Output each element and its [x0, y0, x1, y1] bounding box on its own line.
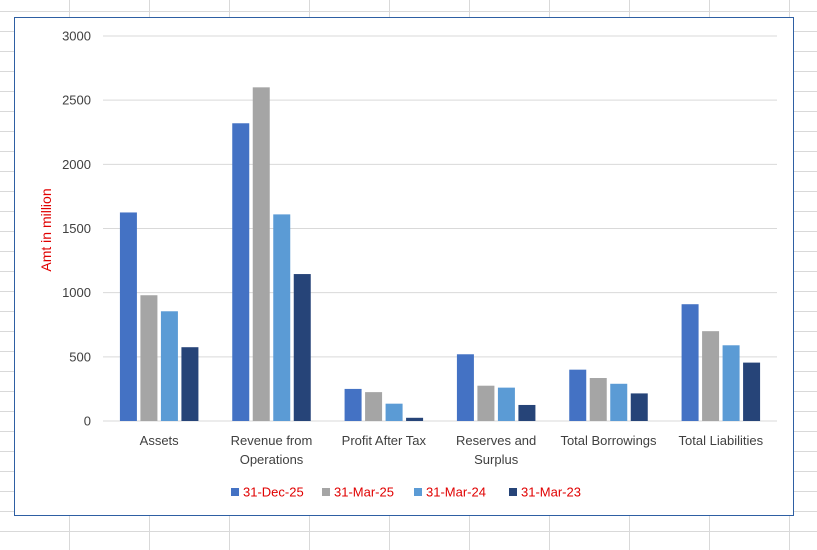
x-category-label: Profit After Tax [342, 433, 427, 448]
y-tick-label: 2500 [62, 93, 91, 108]
legend-swatch [414, 488, 422, 496]
y-tick-label: 3000 [62, 29, 91, 44]
chart-frame: 0 500 1000 1500 2000 2500 3000 Assets Revenue f… [14, 17, 794, 516]
legend-item-31-mar-24[interactable]: 31-Mar-24 [414, 485, 486, 500]
legend-item-31-mar-23[interactable]: 31-Mar-23 [509, 485, 581, 500]
y-tick-label: 0 [84, 414, 91, 429]
bar-31-dec-25-1 [232, 123, 250, 422]
x-category-label: Surplus [474, 452, 519, 467]
legend-item-31-mar-25[interactable]: 31-Mar-25 [322, 485, 394, 500]
y-axis-ticks: 0 500 1000 1500 2000 2500 3000 [62, 29, 91, 429]
x-category-label: Total Borrowings [560, 433, 657, 448]
bar-31-mar-24-1 [273, 214, 291, 421]
x-axis-labels: Assets Revenue from Operations Profit After… [140, 433, 764, 467]
bar-31-mar-25-3 [477, 385, 495, 421]
bar-31-mar-25-1 [252, 87, 270, 421]
bar-31-mar-24-2 [385, 403, 403, 421]
bar-31-dec-25-5 [681, 304, 699, 421]
bar-31-mar-24-0 [160, 311, 178, 421]
legend-item-31-dec-25[interactable]: 31-Dec-25 [231, 485, 304, 500]
x-category-label: Operations [240, 452, 304, 467]
bar-31-mar-23-0 [181, 347, 199, 421]
legend[interactable]: 31-Dec-25 31-Mar-25 31-Mar-24 31-Mar-23 [231, 485, 581, 500]
bar-31-mar-24-5 [722, 345, 740, 421]
bar-31-dec-25-0 [119, 212, 137, 421]
bar-31-mar-23-2 [406, 417, 424, 421]
grid-layer [103, 35, 777, 422]
bar-31-mar-25-2 [365, 392, 383, 421]
bar-31-mar-24-3 [497, 387, 515, 421]
y-tick-label: 2000 [62, 157, 91, 172]
bar-31-dec-25-2 [344, 388, 362, 421]
x-category-label: Reserves and [456, 433, 536, 448]
bar-31-mar-23-4 [630, 393, 648, 421]
legend-swatch [231, 488, 239, 496]
bars [119, 87, 761, 422]
bar-31-mar-25-4 [589, 378, 607, 421]
bar-31-mar-23-1 [293, 274, 311, 421]
bar-31-dec-25-4 [569, 369, 587, 421]
y-tick-label: 1500 [62, 221, 91, 236]
y-tick-label: 500 [69, 349, 91, 364]
y-tick-label: 1000 [62, 285, 91, 300]
legend-label: 31-Mar-23 [521, 485, 581, 500]
legend-label: 31-Mar-25 [334, 485, 394, 500]
legend-swatch [509, 488, 517, 496]
bar-chart: 0 500 1000 1500 2000 2500 3000 Assets Revenue f… [38, 29, 777, 500]
x-category-label: Assets [140, 433, 180, 448]
legend-label: 31-Mar-24 [426, 485, 486, 500]
bar-31-mar-25-0 [140, 295, 158, 421]
x-category-label: Total Liabilities [679, 433, 764, 448]
legend-swatch [322, 488, 330, 496]
y-axis-title: Amt in million [38, 188, 54, 271]
bar-31-dec-25-3 [456, 354, 474, 421]
bar-31-mar-24-4 [610, 383, 628, 421]
bar-31-mar-23-5 [743, 362, 761, 421]
bar-31-mar-23-3 [518, 404, 536, 421]
bar-31-mar-25-5 [702, 331, 720, 421]
legend-label: 31-Dec-25 [243, 485, 304, 500]
x-category-label: Revenue from [231, 433, 313, 448]
